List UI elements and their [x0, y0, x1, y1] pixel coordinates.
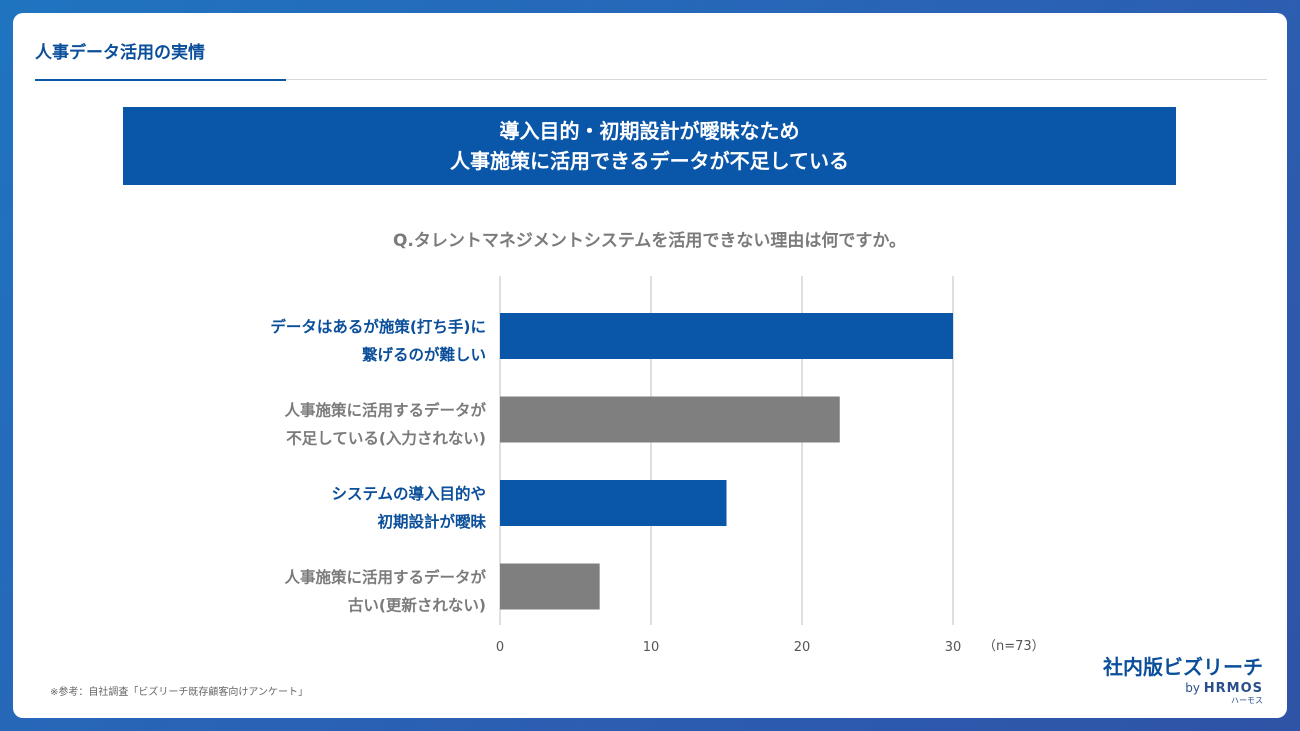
bar-0: [500, 313, 953, 359]
x-tick-label: 20: [794, 640, 811, 655]
category-label: システムの導入目的や: [331, 484, 486, 503]
header-accent-underline: [35, 79, 286, 81]
brand-logo: 社内版ビズリーチ by HRMOS ハーモス: [1103, 655, 1263, 705]
brand-product-kana: ハーモス: [1231, 696, 1263, 705]
slide-card: 人事データ活用の実情 導入目的・初期設計が曖昧なため 人事施策に活用できるデータ…: [13, 13, 1287, 718]
headline-line-2: 人事施策に活用できるデータが不足している: [450, 149, 849, 173]
brand-product: HRMOS: [1203, 681, 1263, 696]
bar-2: [500, 480, 727, 526]
bar-1: [500, 396, 840, 443]
category-label: 初期設計が曖昧: [377, 512, 486, 531]
headline-banner: 導入目的・初期設計が曖昧なため 人事施策に活用できるデータが不足している: [123, 107, 1176, 185]
footnote: ※参考：自社調査「ビズリーチ既存顧客向けアンケート」: [50, 687, 308, 698]
category-label: 不足している(入力されない): [286, 429, 486, 448]
headline-line-1: 導入目的・初期設計が曖昧なため: [499, 119, 800, 143]
chart-question: Q.タレントマネジメントシステムを活用できない理由は何ですか。: [392, 231, 907, 251]
x-tick-label: 0: [496, 640, 504, 655]
x-tick-label: 30: [945, 640, 962, 655]
category-label: 人事施策に活用するデータが: [284, 568, 486, 587]
category-label: 古い(更新されない): [348, 596, 486, 615]
bar-3: [500, 563, 600, 610]
header-divider: [35, 79, 1267, 80]
bar-chart: 0 10 20 30 データはあるが施策(打ち手)に繋げるのが難しい人事施策に活用するデ…: [270, 276, 1045, 655]
brand-byline: by HRMOS: [1103, 681, 1263, 696]
x-tick-label: 10: [643, 640, 660, 655]
category-label: 人事施策に活用するデータが: [284, 401, 486, 420]
brand-by: by: [1185, 681, 1200, 695]
brand-name: 社内版ビズリーチ: [1103, 655, 1263, 679]
sample-size-note: （n=73）: [983, 639, 1045, 654]
category-label: データはあるが施策(打ち手)に: [270, 317, 486, 336]
page-title: 人事データ活用の実情: [35, 43, 205, 63]
category-label: 繋げるのが難しい: [362, 345, 486, 364]
